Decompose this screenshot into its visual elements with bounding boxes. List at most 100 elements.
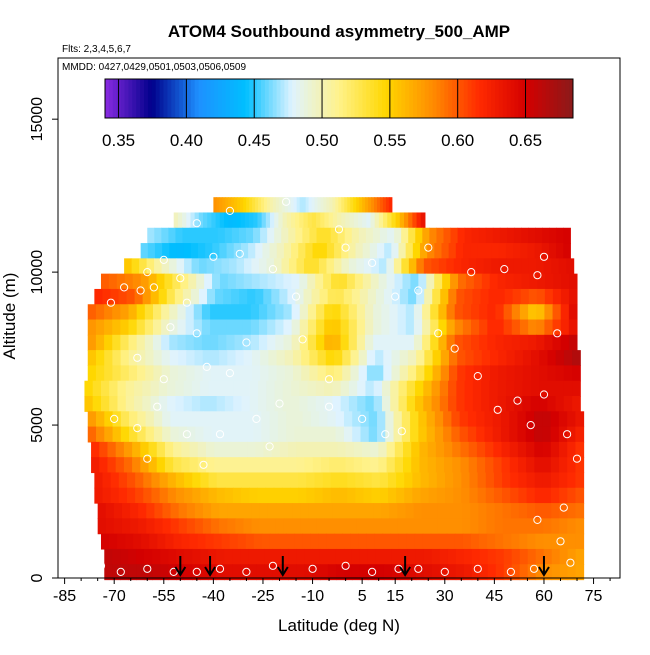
sample-point — [414, 286, 423, 295]
heatmap-cell — [287, 197, 292, 214]
heatmap-cell — [128, 548, 137, 565]
heatmap-cell — [294, 411, 304, 428]
heatmap-cell — [498, 350, 507, 367]
heatmap-cell — [118, 472, 128, 489]
heatmap-cell — [216, 396, 226, 412]
heatmap-cell — [227, 365, 237, 382]
heatmap-cell — [221, 258, 230, 275]
heatmap-cell — [539, 396, 548, 412]
heatmap-cell — [404, 472, 413, 489]
heatmap-cell — [386, 441, 396, 458]
heatmap-cell — [378, 457, 388, 474]
sample-point — [159, 255, 168, 264]
heatmap-cell — [194, 503, 204, 519]
heatmap-cell — [377, 197, 381, 214]
heatmap-cell — [311, 288, 321, 305]
heatmap-cell — [453, 487, 462, 504]
heatmap-cell — [120, 411, 130, 428]
heatmap-cell — [303, 212, 309, 229]
heatmap-cell — [329, 197, 333, 214]
heatmap-cell — [310, 411, 320, 428]
heatmap-cell — [332, 380, 342, 397]
heatmap-cell — [306, 472, 316, 489]
heatmap-cell — [408, 227, 416, 244]
heatmap-cell — [518, 472, 528, 489]
colorbar-swatch — [300, 79, 305, 118]
heatmap-cell — [324, 503, 334, 519]
heatmap-cell — [141, 533, 150, 550]
heatmap-cell — [391, 564, 401, 581]
sample-point — [106, 298, 116, 307]
heatmap-cell — [479, 319, 488, 336]
heatmap-cell — [185, 334, 195, 351]
heatmap-cell — [303, 258, 312, 275]
heatmap-cell — [448, 350, 458, 367]
heatmap-cell — [296, 197, 301, 214]
heatmap-cell — [323, 227, 332, 244]
heatmap-cell — [476, 457, 486, 474]
heatmap-cell — [510, 487, 519, 504]
heatmap-cell — [407, 548, 417, 565]
sample-point — [96, 561, 106, 570]
heatmap-cell — [389, 319, 399, 336]
heatmap-cell — [452, 457, 461, 474]
heatmap-cell — [249, 472, 258, 489]
heatmap-cell — [527, 548, 537, 565]
heatmap-cell — [322, 472, 332, 489]
colorbar-swatch — [288, 79, 293, 118]
heatmap-cell — [184, 258, 193, 275]
heatmap-cell — [310, 533, 319, 550]
heatmap-cell — [415, 227, 423, 244]
heatmap-cell — [255, 197, 259, 214]
heatmap-cell — [534, 472, 544, 489]
heatmap-cell — [244, 212, 250, 229]
heatmap-cell — [391, 243, 399, 259]
colorbar-swatch — [194, 79, 199, 118]
heatmap-cell — [242, 334, 252, 351]
heatmap-cell — [519, 319, 529, 336]
heatmap-cell — [567, 548, 577, 565]
heatmap-cell — [544, 304, 554, 321]
heatmap-cell — [385, 426, 395, 443]
heatmap-cell — [288, 441, 297, 458]
x-tick-label: 75 — [585, 588, 603, 605]
heatmap-cell — [240, 243, 249, 259]
heatmap-cell — [356, 197, 360, 214]
heatmap-cell — [208, 472, 218, 489]
heatmap-cell — [551, 503, 560, 519]
heatmap-cell — [260, 350, 269, 367]
heatmap-cell — [266, 380, 276, 397]
heatmap-cell — [191, 380, 201, 397]
heatmap-cell — [304, 564, 313, 581]
heatmap-cell — [178, 518, 188, 535]
heatmap-cell — [189, 533, 198, 550]
colorbar-swatch — [510, 79, 515, 118]
heatmap-cell — [182, 212, 187, 229]
heatmap-cell — [263, 288, 272, 305]
colorbar-swatch — [561, 79, 566, 118]
heatmap-cell — [100, 533, 110, 550]
heatmap-cell — [563, 396, 573, 412]
heatmap-cell — [307, 212, 313, 229]
heatmap-cell — [260, 365, 269, 382]
heatmap-cell — [551, 533, 560, 550]
heatmap-cell — [308, 503, 317, 519]
heatmap-cell — [96, 411, 105, 428]
heatmap-cell — [87, 304, 97, 321]
heatmap-cell — [94, 487, 104, 504]
heatmap-cell — [315, 396, 325, 412]
heatmap-cell — [348, 396, 358, 412]
heatmap-cell — [332, 396, 342, 412]
heatmap-cell — [146, 503, 155, 519]
heatmap-cell — [219, 273, 229, 290]
colorbar-swatch — [378, 79, 383, 118]
heatmap-cell — [219, 197, 223, 214]
heatmap-cell — [503, 334, 513, 351]
heatmap-cell — [292, 503, 301, 519]
heatmap-cell — [412, 243, 421, 259]
colorbar-swatch — [463, 79, 469, 118]
heatmap-cell — [214, 457, 223, 474]
heatmap-cell — [317, 365, 327, 382]
heatmap-cell — [510, 518, 520, 535]
heatmap-cell — [481, 350, 491, 367]
